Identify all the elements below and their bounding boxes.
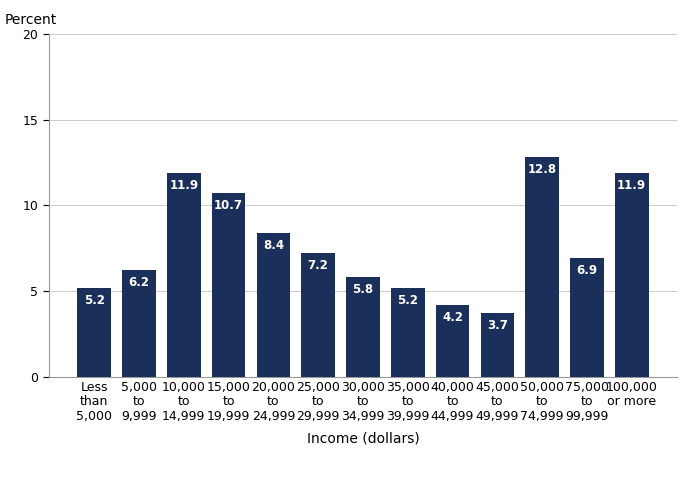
Text: 3.7: 3.7 — [487, 319, 507, 332]
Text: 11.9: 11.9 — [617, 179, 646, 192]
Bar — [615, 173, 648, 377]
Text: 5.2: 5.2 — [84, 294, 105, 307]
Text: 8.4: 8.4 — [263, 239, 284, 252]
Text: 5.8: 5.8 — [352, 284, 373, 296]
Text: 6.2: 6.2 — [128, 276, 149, 289]
Bar — [346, 277, 380, 377]
Text: Percent: Percent — [5, 13, 57, 27]
Text: 10.7: 10.7 — [214, 199, 243, 212]
Bar — [391, 287, 424, 377]
Bar — [122, 270, 156, 377]
Bar — [302, 253, 335, 377]
Text: 11.9: 11.9 — [169, 179, 198, 192]
Text: 7.2: 7.2 — [308, 259, 329, 272]
Bar — [77, 287, 111, 377]
Text: 4.2: 4.2 — [442, 311, 463, 324]
Bar — [167, 173, 200, 377]
Bar — [436, 305, 469, 377]
Bar — [211, 193, 246, 377]
X-axis label: Income (dollars): Income (dollars) — [306, 431, 419, 445]
Bar — [480, 313, 514, 377]
Text: 12.8: 12.8 — [528, 163, 557, 176]
Bar — [570, 258, 604, 377]
Text: 5.2: 5.2 — [397, 294, 418, 307]
Text: 6.9: 6.9 — [577, 264, 597, 277]
Bar — [257, 233, 290, 377]
Bar — [526, 157, 559, 377]
